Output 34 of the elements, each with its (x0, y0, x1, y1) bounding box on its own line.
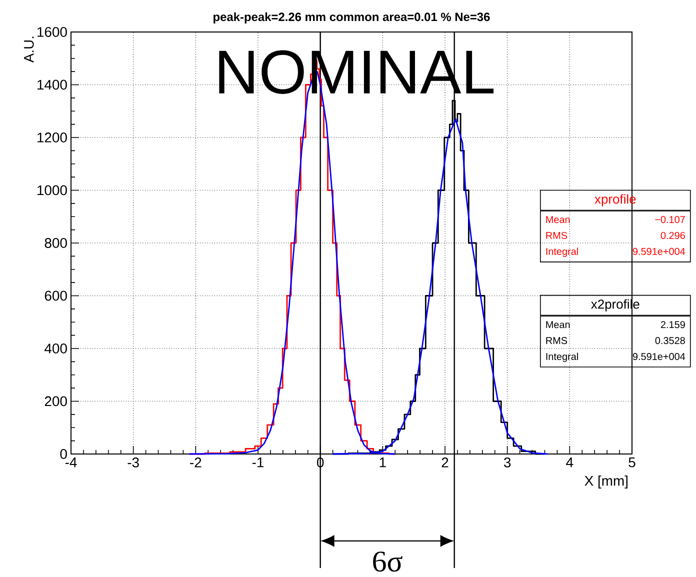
y-tick-label: 200 (44, 396, 67, 406)
y-tick-label: 800 (44, 238, 67, 248)
annotation: Integral (546, 352, 578, 362)
text: 9.591e+004 (632, 248, 686, 255)
text: −0.107 (655, 216, 685, 224)
y-tick-label: 1600 (38, 27, 67, 37)
annotation: RMS (546, 232, 568, 240)
text: 2.159 (660, 321, 685, 328)
annotation: RMS (546, 337, 568, 344)
x-tick-label: -2 (190, 458, 202, 468)
y-tick-label: 400 (44, 344, 67, 354)
x-tick-label: -3 (128, 458, 139, 468)
annotation: Mean (546, 321, 570, 328)
y-axis-title: A.U. (24, 36, 34, 63)
x-axis-title: X [mm] (584, 476, 628, 489)
text: 6σ (373, 552, 402, 572)
y-tick-label: 1200 (38, 132, 67, 142)
x-tick-label: 5 (628, 458, 636, 468)
chart-title: peak-peak=2.26 mm common area=0.01 % Ne=36 (214, 12, 490, 24)
text: 0.296 (660, 232, 685, 240)
y-tick-label: 1400 (38, 80, 67, 90)
y-tick-label: 0 (60, 449, 67, 459)
x-tick-label: -1 (252, 458, 264, 468)
text: 9.591e+004 (632, 352, 686, 360)
x-tick-label: 1 (380, 458, 386, 468)
x-tick-label: 3 (504, 458, 511, 468)
annotation: Mean (546, 216, 570, 224)
x-tick-label: 2 (442, 458, 448, 468)
text: 0.3528 (655, 337, 685, 344)
x-tick-label: -4 (65, 458, 77, 468)
annotation: Integral (546, 248, 578, 257)
y-tick-label: 600 (44, 290, 67, 301)
y-tick-label: 1000 (38, 185, 67, 196)
x-tick-label: 4 (566, 458, 574, 468)
